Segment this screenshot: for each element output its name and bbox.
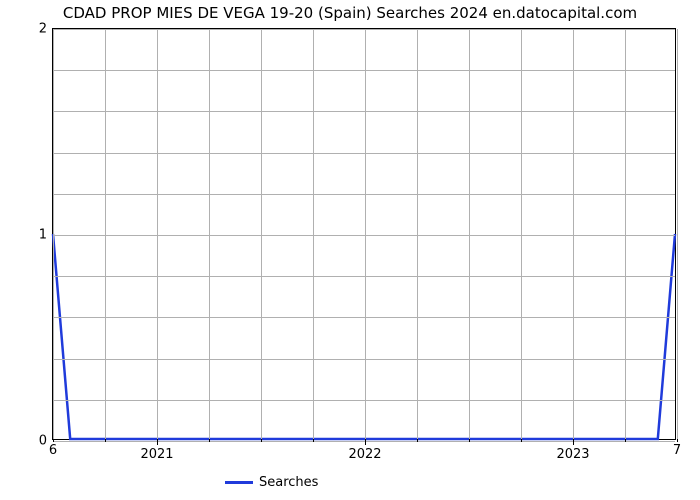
x-tick-label: 2021 bbox=[140, 447, 173, 462]
gridline-h bbox=[53, 153, 675, 154]
gridline-h bbox=[53, 441, 675, 442]
legend: Searches bbox=[225, 475, 318, 490]
x-tick-major bbox=[573, 439, 574, 445]
x2-tick-label: 7 bbox=[673, 443, 681, 458]
gridline-v bbox=[417, 29, 418, 439]
gridline-h bbox=[53, 276, 675, 277]
x-tick-minor bbox=[677, 439, 678, 442]
x-tick-minor bbox=[53, 439, 54, 442]
legend-label: Searches bbox=[259, 475, 318, 490]
x-tick-label: 2023 bbox=[556, 447, 589, 462]
x-tick-minor bbox=[469, 439, 470, 442]
line-series bbox=[53, 29, 675, 439]
y-tick-label: 0 bbox=[39, 434, 47, 449]
legend-swatch bbox=[225, 481, 253, 484]
chart-title: CDAD PROP MIES DE VEGA 19-20 (Spain) Sea… bbox=[0, 4, 700, 22]
gridline-v bbox=[313, 29, 314, 439]
x2-tick-label: 6 bbox=[49, 443, 57, 458]
gridline-v bbox=[677, 29, 678, 439]
gridline-v bbox=[157, 29, 158, 439]
gridline-v bbox=[521, 29, 522, 439]
x-tick-minor bbox=[625, 439, 626, 442]
x-tick-minor bbox=[209, 439, 210, 442]
plot-area: 01220212022202367 bbox=[52, 28, 676, 440]
x-tick-minor bbox=[417, 439, 418, 442]
gridline-v bbox=[105, 29, 106, 439]
gridline-h bbox=[53, 111, 675, 112]
gridline-h bbox=[53, 235, 675, 236]
y-tick-label: 2 bbox=[39, 22, 47, 37]
figure: CDAD PROP MIES DE VEGA 19-20 (Spain) Sea… bbox=[0, 0, 700, 500]
gridline-h bbox=[53, 317, 675, 318]
x-tick-minor bbox=[313, 439, 314, 442]
x-tick-minor bbox=[105, 439, 106, 442]
gridline-v bbox=[53, 29, 54, 439]
gridline-h bbox=[53, 359, 675, 360]
gridline-v bbox=[365, 29, 366, 439]
gridline-v bbox=[209, 29, 210, 439]
gridline-h bbox=[53, 400, 675, 401]
x-tick-major bbox=[157, 439, 158, 445]
gridline-h bbox=[53, 194, 675, 195]
x-tick-minor bbox=[261, 439, 262, 442]
gridline-h bbox=[53, 70, 675, 71]
gridline-v bbox=[469, 29, 470, 439]
x-tick-major bbox=[365, 439, 366, 445]
y-tick-label: 1 bbox=[39, 228, 47, 243]
gridline-v bbox=[573, 29, 574, 439]
x-tick-minor bbox=[521, 439, 522, 442]
gridline-v bbox=[261, 29, 262, 439]
x-tick-label: 2022 bbox=[348, 447, 381, 462]
gridline-h bbox=[53, 29, 675, 30]
gridline-v bbox=[625, 29, 626, 439]
